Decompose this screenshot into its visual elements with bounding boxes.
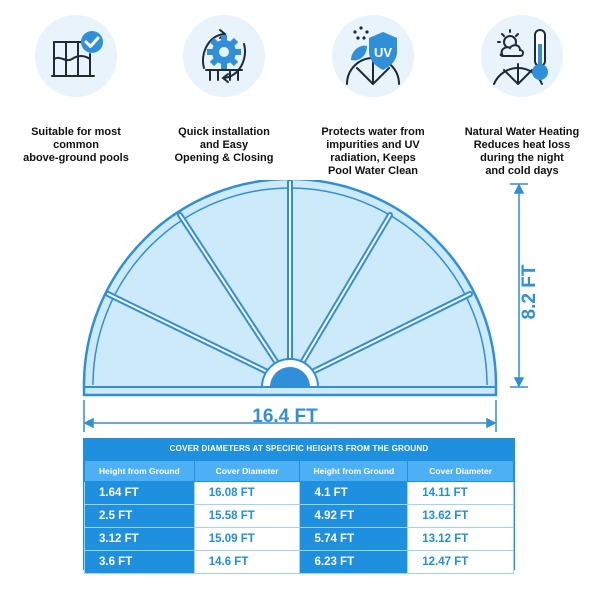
- diameter-cell: 12.47 FT: [407, 550, 514, 574]
- height-cell: 3.6 FT: [84, 550, 195, 574]
- table-row: 3.12 FT 15.09 FT 5.74 FT 13.12 FT: [84, 527, 514, 551]
- height-cell: 4.92 FT: [299, 504, 409, 528]
- diameter-cell: 14.6 FT: [193, 550, 301, 574]
- diameter-cell: 16.08 FT: [193, 481, 301, 505]
- height-cell: 2.5 FT: [84, 504, 195, 528]
- height-cell: 3.12 FT: [84, 527, 195, 551]
- height-dimension-label: 8.2 FT: [519, 264, 540, 320]
- features-row: Suitable for most common above-ground po…: [0, 0, 600, 185]
- height-dimension: [510, 183, 528, 388]
- table-row: 1.64 FT 16.08 FT 4.1 FT 14.11 FT: [84, 481, 514, 505]
- feature-caption: Protects water from impurities and UV ra…: [321, 126, 425, 177]
- diameter-cell: 13.12 FT: [407, 527, 514, 551]
- column-header: Height from Ground: [84, 460, 195, 482]
- column-header: Height from Ground: [299, 460, 409, 482]
- feature-caption: Suitable for most common above-ground po…: [23, 126, 129, 164]
- table-title: COVER DIAMETERS AT SPECIFIC HEIGHTS FROM…: [169, 444, 429, 453]
- table-row: 3.6 FT 14.6 FT 6.23 FT 12.47 FT: [84, 550, 514, 574]
- height-cell: 5.74 FT: [299, 527, 409, 551]
- diameter-cell: 15.09 FT: [193, 527, 301, 551]
- svg-text:UV: UV: [374, 45, 392, 60]
- table-header-row: Height from Ground Cover Diameter Height…: [84, 460, 514, 482]
- height-cell: 1.64 FT: [84, 481, 195, 505]
- feature-heating: Natural Water Heating Reduces heat loss …: [447, 14, 597, 184]
- width-dimension: [83, 400, 497, 432]
- pool-check-icon: [35, 15, 117, 97]
- feature-caption: Natural Water Heating Reduces heat loss …: [464, 126, 580, 177]
- diameter-cell: 13.62 FT: [407, 504, 514, 528]
- sun-thermometer-icon: [481, 15, 563, 97]
- height-cell: 4.1 FT: [299, 481, 409, 505]
- uv-shield-icon: UV: [332, 15, 414, 97]
- diameter-table: COVER DIAMETERS AT SPECIFIC HEIGHTS FROM…: [83, 438, 515, 574]
- column-header: Cover Diameter: [193, 460, 301, 482]
- feature-protection: UV Protects water from impurities and UV…: [298, 14, 448, 184]
- feature-pool-compat: Suitable for most common above-ground po…: [1, 14, 151, 184]
- height-cell: 6.23 FT: [299, 550, 409, 574]
- width-dimension-label: 16.4 FT: [252, 406, 318, 427]
- gear-refresh-icon: [183, 15, 265, 97]
- feature-caption: Quick installation and Easy Opening & Cl…: [174, 126, 274, 164]
- diameter-cell: 14.11 FT: [407, 481, 514, 505]
- center-hub: [270, 367, 310, 387]
- diameter-grid: Height from Ground Cover Diameter Height…: [84, 460, 514, 574]
- pool-cover-diagram: [82, 180, 528, 432]
- diameter-cell: 15.58 FT: [193, 504, 301, 528]
- column-header: Cover Diameter: [407, 460, 514, 482]
- feature-installation: Quick installation and Easy Opening & Cl…: [149, 14, 299, 184]
- table-row: 2.5 FT 15.58 FT 4.92 FT 13.62 FT: [84, 504, 514, 528]
